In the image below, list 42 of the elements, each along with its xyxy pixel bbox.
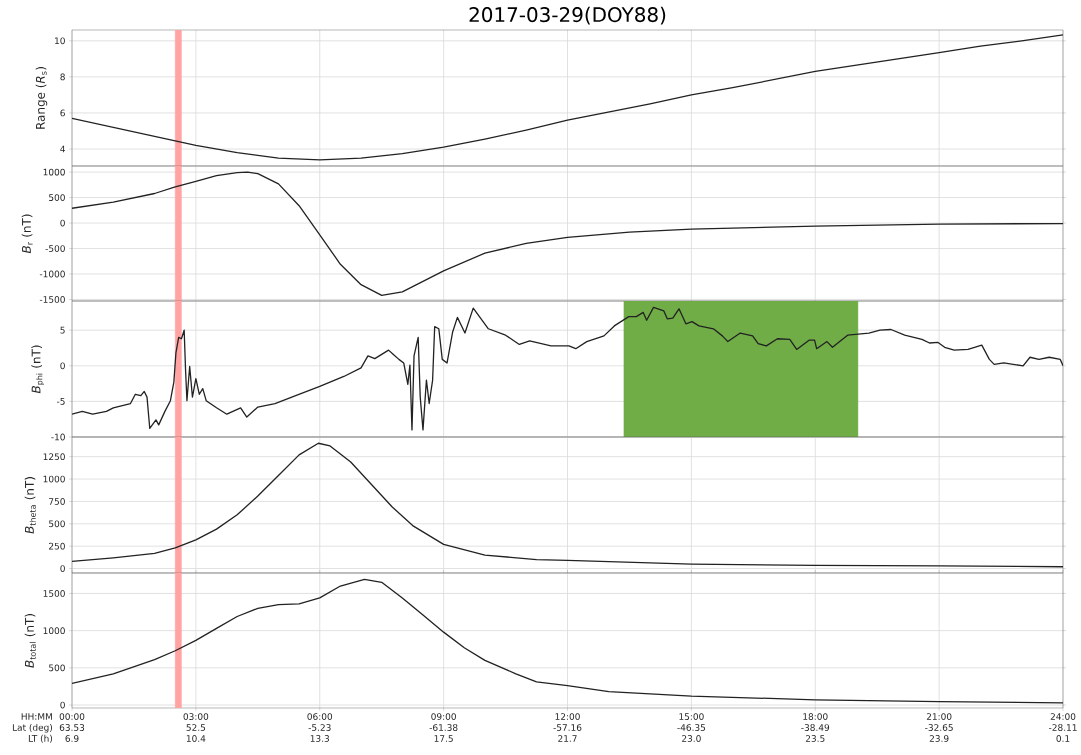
x-tick-label: 12:00 -57.16 21.7 bbox=[553, 713, 582, 742]
y-tick-label: 10 bbox=[55, 37, 65, 45]
y-axis-title: B$_{r}$ (nT) bbox=[21, 214, 33, 254]
line-series bbox=[72, 306, 1064, 431]
y-tick-label: 500 bbox=[49, 194, 65, 201]
y-axis-title: Range (R$_{s}$) bbox=[35, 67, 48, 129]
y-tick-label: 250 bbox=[49, 542, 65, 550]
y-tick-label: -10 bbox=[51, 433, 65, 441]
y-tick-label: -5 bbox=[56, 398, 65, 405]
y-tick-label: 1000 bbox=[43, 475, 65, 483]
y-tick-label: 1500 bbox=[43, 590, 65, 597]
x-tick-label: 03:00 52.5 10.4 bbox=[183, 713, 209, 742]
y-tick-label: 500 bbox=[49, 520, 65, 528]
x-tick-label: 21:00 -32.65 23.9 bbox=[925, 713, 953, 742]
y-tick-label: 8 bbox=[60, 73, 65, 81]
y-tick-label: 5 bbox=[60, 326, 65, 334]
y-tick-label: -1000 bbox=[39, 270, 65, 278]
y-tick-label: 0 bbox=[60, 701, 65, 709]
y-tick-label: 1250 bbox=[43, 453, 65, 461]
x-tick-label: 09:00 -61.38 17.5 bbox=[429, 713, 458, 742]
y-tick-label: -500 bbox=[45, 245, 65, 252]
chart-title: 2017-03-29(DOY88) bbox=[469, 6, 666, 25]
y-tick-label: 0 bbox=[60, 219, 65, 227]
y-tick-label: 500 bbox=[49, 664, 65, 672]
x-tick-label: 18:00 -38.49 23.5 bbox=[801, 713, 830, 742]
x-tick-label: 15:00 -46.35 23.0 bbox=[677, 713, 706, 742]
y-tick-label: 1000 bbox=[43, 168, 65, 176]
y-tick-label: 4 bbox=[60, 145, 65, 153]
y-tick-label: 0 bbox=[60, 565, 65, 572]
x-tick-label: 24:00 -28.11 0.1 bbox=[1048, 713, 1077, 742]
y-tick-label: 750 bbox=[49, 498, 65, 505]
x-tick-label: 00:00 63.53 6.9 bbox=[59, 713, 85, 742]
y-tick-label: 1000 bbox=[43, 627, 65, 635]
y-tick-label: -1500 bbox=[39, 296, 65, 303]
y-axis-title: B$_{total}$ (nT) bbox=[24, 614, 36, 668]
y-axis-title: B$_{phi}$ (nT) bbox=[31, 345, 44, 394]
y-tick-label: 0 bbox=[60, 362, 65, 370]
x-tick-label: 06:00 -5.23 13.3 bbox=[307, 713, 333, 742]
line-series bbox=[72, 578, 1064, 704]
x-axis-title: HH:MM Lat (deg) LT (h) bbox=[12, 713, 53, 743]
y-tick-label: 6 bbox=[60, 109, 65, 117]
y-axis-title: B$_{theta}$ (nT) bbox=[24, 477, 36, 534]
